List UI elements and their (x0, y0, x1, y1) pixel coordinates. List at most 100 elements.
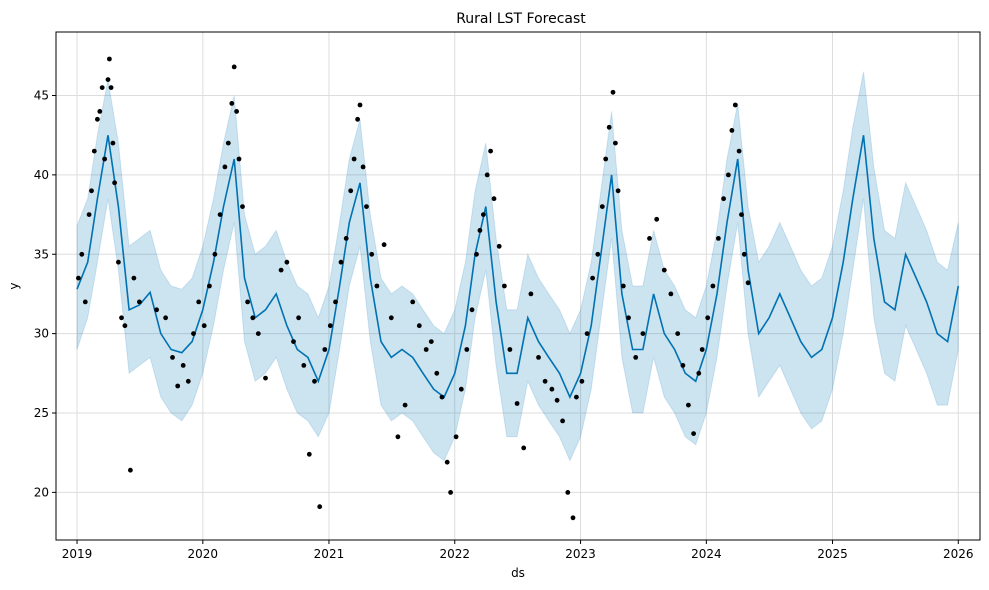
observation-point (423, 347, 429, 352)
x-tick-label: 2019 (62, 547, 93, 561)
observation-point (729, 127, 735, 133)
observation-point (236, 156, 242, 162)
observation-point (620, 283, 626, 289)
observation-point (661, 267, 667, 273)
observation-point (91, 148, 97, 154)
observation-point (170, 355, 175, 360)
observation-point (595, 251, 601, 257)
observation-point (102, 156, 107, 162)
observation-point (696, 370, 702, 376)
observation-point (95, 116, 100, 122)
observation-point (716, 236, 721, 241)
observation-point (444, 459, 450, 465)
observation-point (222, 164, 228, 170)
observation-point (207, 283, 212, 289)
observation-point (741, 251, 747, 257)
observation-point (491, 196, 497, 202)
observation-point (381, 242, 387, 248)
x-tick-label: 2026 (943, 547, 974, 561)
observation-point (278, 267, 284, 273)
observation-point (306, 451, 312, 457)
observation-point (521, 445, 527, 451)
grid (56, 32, 980, 540)
observation-point (626, 315, 631, 321)
observation-point (175, 383, 181, 389)
observation-point (76, 275, 81, 281)
observation-point (360, 164, 366, 170)
observation-point (105, 77, 111, 82)
observation-point (79, 251, 85, 257)
observation-point (107, 56, 112, 62)
forecast-line-layer (76, 135, 960, 400)
observation-point (732, 102, 738, 108)
y-axis-title: y (7, 282, 21, 289)
observation-point (439, 394, 445, 400)
observation-point (343, 236, 349, 241)
observation-point (453, 434, 459, 440)
observation-point (296, 315, 301, 321)
x-tick-label: 2022 (439, 547, 470, 561)
observation-point (97, 109, 103, 114)
observation-point (560, 418, 565, 424)
observation-point (474, 251, 479, 257)
observation-point (201, 323, 207, 329)
observation-point (615, 188, 621, 194)
observation-point (606, 124, 612, 130)
x-tick-label: 2020 (188, 547, 219, 561)
observation-point (477, 228, 483, 233)
observation-point (654, 216, 660, 222)
chart-title: Rural LST Forecast (456, 11, 586, 27)
observation-point (488, 148, 493, 154)
observation-point (131, 275, 137, 281)
observation-point (185, 378, 191, 384)
observation-point (613, 140, 618, 146)
x-tick-label: 2025 (817, 547, 848, 561)
observation-point (388, 315, 394, 321)
x-tick-label: 2021 (314, 547, 345, 561)
observation-point (458, 386, 464, 392)
observation-point (119, 315, 124, 321)
observation-point (108, 85, 114, 90)
y-tick-label: 40 (34, 168, 49, 182)
observation-points-layer (76, 56, 751, 521)
observation-point (736, 148, 742, 154)
observation-point (291, 339, 296, 344)
observation-point (570, 515, 576, 521)
observation-point (599, 204, 605, 210)
observation-point (745, 280, 751, 286)
observation-point (565, 490, 571, 495)
observation-point (240, 204, 245, 210)
observation-point (549, 386, 555, 392)
y-tick-label: 45 (34, 89, 49, 103)
observation-point (610, 89, 616, 95)
observation-point (496, 243, 502, 249)
observation-point (710, 283, 716, 289)
observation-point (137, 299, 142, 305)
observation-point (312, 378, 317, 384)
observation-point (317, 504, 323, 510)
observation-point (301, 363, 307, 368)
observation-point (225, 140, 231, 146)
observation-point (163, 315, 169, 321)
observation-point (574, 394, 579, 400)
observation-point (699, 347, 705, 352)
observation-point (110, 140, 116, 146)
observation-point (410, 299, 416, 305)
x-axis: 2019 2020 2021 2022 2023 2024 2025 2026 (62, 540, 974, 561)
observation-point (374, 283, 380, 289)
observation-point (196, 299, 202, 305)
observation-point (395, 434, 401, 440)
observation-point (116, 259, 121, 265)
observation-point (554, 397, 560, 403)
observation-point (355, 116, 360, 122)
observation-point (448, 490, 453, 495)
observation-point (434, 370, 440, 376)
observation-point (322, 347, 328, 352)
observation-point (284, 259, 290, 265)
observation-point (364, 204, 369, 210)
observation-point (633, 355, 639, 360)
observation-point (579, 378, 585, 384)
observation-point (338, 259, 344, 265)
observation-point (668, 291, 674, 297)
observation-point (721, 196, 726, 202)
